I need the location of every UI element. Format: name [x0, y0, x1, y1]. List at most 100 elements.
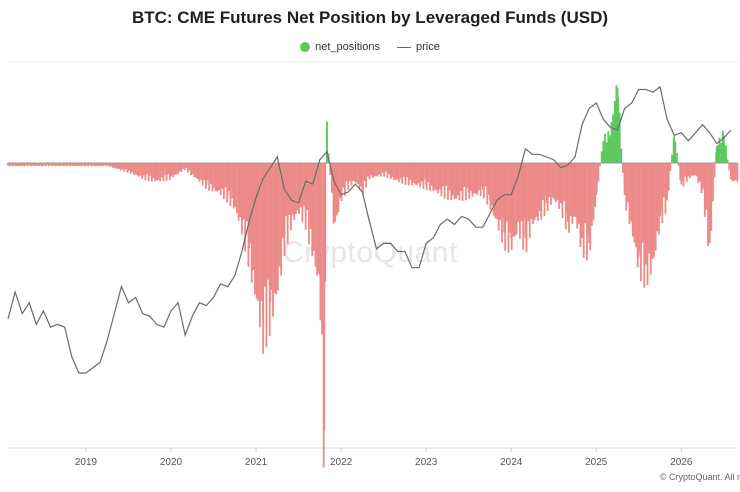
- net-position-bar: [558, 163, 561, 209]
- net-position-bar: [31, 163, 34, 166]
- net-position-bar: [108, 163, 111, 168]
- net-position-bar: [317, 163, 320, 273]
- net-position-bar: [622, 163, 624, 173]
- net-position-bar: [571, 163, 574, 224]
- net-position-bar: [487, 163, 490, 195]
- net-position-bar: [209, 163, 212, 184]
- legend-net-positions-label[interactable]: net_positions: [315, 41, 380, 54]
- net-position-bar: [458, 163, 461, 201]
- net-position-bar: [420, 163, 423, 182]
- net-position-bar: [489, 163, 491, 201]
- net-position-bar: [7, 163, 9, 166]
- net-position-bar: [26, 163, 29, 167]
- net-position-bar: [705, 163, 708, 210]
- net-position-bar: [537, 163, 539, 221]
- net-position-bar: [648, 163, 651, 254]
- net-position-bar: [262, 163, 265, 318]
- net-position-bar: [406, 163, 408, 178]
- net-position-bar: [567, 163, 569, 222]
- net-position-bar: [700, 163, 703, 194]
- x-tick-label: 2019: [75, 457, 98, 468]
- net-position-bar: [443, 163, 446, 199]
- net-position-bar: [216, 163, 219, 192]
- legend-price-swatch[interactable]: [397, 46, 412, 48]
- net-position-bar: [29, 163, 32, 167]
- net-position-bar: [21, 163, 24, 166]
- net-position-bar: [119, 163, 122, 171]
- net-position-bar: [297, 163, 300, 206]
- net-position-bar: [607, 131, 610, 163]
- net-position-bar: [299, 163, 302, 208]
- net-position-bar: [311, 163, 314, 244]
- net-position-bar: [399, 163, 402, 179]
- net-position-bar: [173, 163, 176, 175]
- net-position-bar: [72, 163, 75, 167]
- net-position-bar: [466, 163, 469, 188]
- net-position-bar: [79, 163, 81, 166]
- net-position-bar: [559, 163, 562, 204]
- net-position-bar: [555, 163, 557, 203]
- net-position-bar: [615, 85, 618, 163]
- net-position-bar: [574, 163, 576, 212]
- net-position-bar: [188, 163, 191, 171]
- net-position-bar: [707, 163, 709, 246]
- net-position-bar: [725, 145, 727, 163]
- net-position-bar: [388, 163, 390, 175]
- net-position-bar: [154, 163, 157, 182]
- net-position-bar: [240, 163, 243, 222]
- net-position-bar: [191, 163, 194, 174]
- net-position-bar: [731, 163, 734, 182]
- net-position-bar: [123, 163, 126, 172]
- net-position-bar: [509, 163, 512, 233]
- net-position-bar: [288, 163, 291, 215]
- net-position-bar: [448, 163, 451, 191]
- net-position-bar: [501, 163, 503, 243]
- net-position-bar: [610, 121, 613, 163]
- net-position-bar: [162, 163, 165, 182]
- net-position-bar: [93, 163, 96, 167]
- net-position-bar: [323, 163, 326, 430]
- net-position-bar: [524, 163, 527, 238]
- net-position-bar: [98, 163, 101, 167]
- net-position-bar: [412, 163, 415, 183]
- net-position-bar: [149, 163, 152, 176]
- net-position-bar: [337, 163, 340, 213]
- net-position-bar: [221, 163, 224, 189]
- net-position-bar: [471, 163, 474, 197]
- net-position-bar: [538, 163, 541, 212]
- net-position-bar: [588, 163, 591, 244]
- legend-price-label[interactable]: price: [416, 41, 440, 54]
- net-position-bar: [227, 163, 230, 191]
- net-position-bar: [70, 163, 73, 166]
- net-position-bar: [368, 163, 371, 177]
- net-position-bar: [579, 163, 582, 247]
- net-position-bar: [652, 163, 654, 254]
- net-position-bar: [713, 163, 716, 178]
- net-position-bar: [8, 163, 11, 167]
- net-position-bar: [584, 163, 587, 224]
- net-position-bar: [478, 163, 480, 190]
- net-position-bar: [680, 163, 683, 185]
- net-position-bar: [326, 129, 328, 163]
- net-position-bar: [640, 163, 642, 282]
- net-position-bar: [134, 163, 137, 175]
- net-position-bar: [430, 163, 433, 186]
- net-position-bar: [335, 163, 338, 216]
- net-position-bar: [18, 163, 21, 166]
- net-position-bar: [357, 163, 359, 184]
- net-position-bar: [556, 163, 559, 201]
- net-position-bar: [88, 163, 91, 166]
- net-position-bar: [49, 163, 52, 166]
- net-position-bar: [616, 88, 619, 163]
- net-position-bar: [649, 163, 652, 275]
- net-position-bar: [605, 142, 608, 163]
- net-position-bar: [44, 163, 47, 167]
- net-position-bar: [685, 163, 688, 182]
- net-position-bar: [269, 163, 272, 302]
- net-position-bar: [190, 163, 193, 176]
- net-position-bar: [625, 163, 628, 211]
- legend-net-positions-swatch[interactable]: [300, 42, 311, 53]
- net-position-bar: [90, 163, 93, 167]
- net-position-bar: [442, 163, 444, 187]
- net-position-bar: [522, 163, 525, 250]
